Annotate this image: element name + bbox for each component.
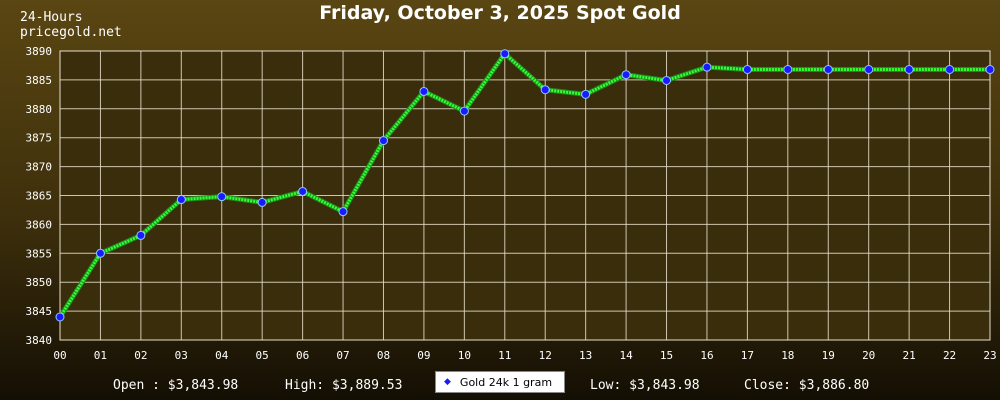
data-point xyxy=(823,64,833,74)
data-point xyxy=(459,106,469,116)
x-tick-label: 22 xyxy=(943,349,956,362)
x-axis-ticks: 00 01 02 03 04 05 06 07 08 09 10 11 12 13 14 15 16 17 18 19… xyxy=(53,349,996,362)
y-tick-label: 3840 xyxy=(26,334,53,347)
grid-lines xyxy=(59,50,991,341)
data-point xyxy=(742,64,752,74)
y-axis-ticks: 3840 3845 3850 3855 3860 3865 3870 3875 3880 3885… xyxy=(26,45,53,347)
plot-border xyxy=(59,50,991,341)
y-tick-label: 3870 xyxy=(26,161,53,174)
data-point xyxy=(864,64,874,74)
data-point xyxy=(378,136,388,146)
x-tick-label: 05 xyxy=(256,349,269,362)
x-tick-label: 00 xyxy=(53,349,66,362)
data-point xyxy=(298,186,308,196)
data-point xyxy=(55,312,65,322)
data-point xyxy=(985,64,995,74)
x-tick-label: 21 xyxy=(903,349,916,362)
gold-price-series xyxy=(55,49,995,322)
x-tick-label: 07 xyxy=(336,349,349,362)
data-point xyxy=(95,248,105,258)
data-point xyxy=(217,192,227,202)
series-line xyxy=(58,52,990,318)
data-point xyxy=(338,207,348,217)
data-point xyxy=(581,89,591,99)
x-tick-label: 20 xyxy=(862,349,875,362)
chart-corner-label: 24-Hours pricegold.net xyxy=(20,10,122,40)
close-price: Close: $3,886.80 xyxy=(744,378,870,393)
data-point xyxy=(702,62,712,72)
y-tick-label: 3855 xyxy=(26,247,53,260)
x-tick-label: 14 xyxy=(619,349,633,362)
site-label: pricegold.net xyxy=(20,25,122,40)
data-point xyxy=(500,49,510,59)
x-tick-label: 01 xyxy=(94,349,107,362)
legend-marker-icon: ◆ xyxy=(444,377,451,387)
open-price: Open : $3,843.98 xyxy=(113,378,239,393)
legend: ◆ Gold 24k 1 gram xyxy=(435,371,565,393)
x-tick-label: 04 xyxy=(215,349,229,362)
y-tick-label: 3890 xyxy=(26,45,53,58)
x-tick-label: 18 xyxy=(781,349,794,362)
data-point xyxy=(783,64,793,74)
x-tick-label: 15 xyxy=(660,349,673,362)
data-point xyxy=(176,195,186,205)
data-point xyxy=(904,64,914,74)
x-tick-label: 13 xyxy=(579,349,592,362)
high-price: High: $3,889.53 xyxy=(285,378,403,393)
y-tick-label: 3875 xyxy=(26,132,53,145)
x-tick-label: 17 xyxy=(741,349,754,362)
chart-title: Friday, October 3, 2025 Spot Gold xyxy=(319,2,681,24)
data-point xyxy=(945,64,955,74)
x-tick-label: 09 xyxy=(417,349,430,362)
y-tick-label: 3845 xyxy=(26,305,53,318)
y-tick-label: 3860 xyxy=(26,218,53,231)
x-tick-label: 11 xyxy=(498,349,511,362)
x-tick-label: 19 xyxy=(822,349,835,362)
y-tick-label: 3865 xyxy=(26,190,53,203)
data-point xyxy=(257,197,267,207)
y-tick-label: 3850 xyxy=(26,276,53,289)
legend-label: Gold 24k 1 gram xyxy=(459,375,553,389)
period-label: 24-Hours xyxy=(20,10,83,25)
data-point xyxy=(136,230,146,240)
data-point xyxy=(662,75,672,85)
x-tick-label: 08 xyxy=(377,349,390,362)
x-tick-label: 12 xyxy=(539,349,552,362)
x-tick-label: 02 xyxy=(134,349,147,362)
x-tick-label: 03 xyxy=(175,349,188,362)
data-point xyxy=(621,70,631,80)
data-point xyxy=(419,86,429,96)
low-price: Low: $3,843.98 xyxy=(590,378,700,393)
x-tick-label: 10 xyxy=(458,349,471,362)
x-tick-label: 16 xyxy=(700,349,713,362)
y-tick-label: 3885 xyxy=(26,74,53,87)
data-point xyxy=(540,85,550,95)
x-tick-label: 23 xyxy=(983,349,996,362)
x-tick-label: 06 xyxy=(296,349,309,362)
y-tick-label: 3880 xyxy=(26,103,53,116)
